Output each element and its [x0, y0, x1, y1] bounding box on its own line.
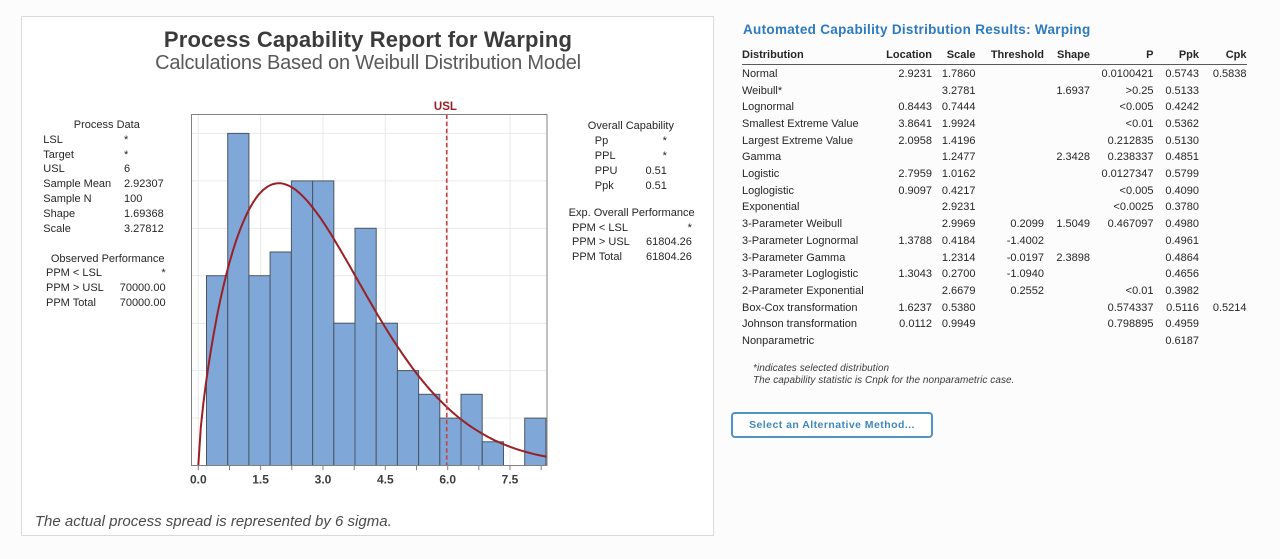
- svg-text:4.5: 4.5: [377, 473, 394, 487]
- svg-text:6.0: 6.0: [439, 473, 456, 487]
- svg-text:7.5: 7.5: [502, 473, 519, 487]
- svg-text:3.0: 3.0: [315, 473, 332, 487]
- svg-text:1.5: 1.5: [252, 473, 269, 487]
- svg-text:USL: USL: [434, 101, 457, 113]
- svg-text:0.0: 0.0: [190, 473, 207, 487]
